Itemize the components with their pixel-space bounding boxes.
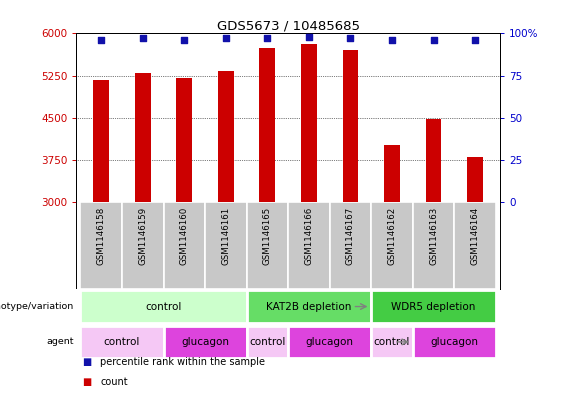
Text: ■: ■ bbox=[82, 357, 91, 367]
Point bbox=[388, 37, 397, 43]
Point bbox=[97, 37, 106, 43]
Bar bbox=[218, 71, 234, 202]
Bar bbox=[205, 202, 246, 289]
Text: WDR5 depletion: WDR5 depletion bbox=[392, 301, 476, 312]
Bar bbox=[80, 326, 163, 358]
Point bbox=[180, 37, 189, 43]
Title: GDS5673 / 10485685: GDS5673 / 10485685 bbox=[216, 19, 360, 32]
Text: control: control bbox=[104, 337, 140, 347]
Bar bbox=[246, 290, 371, 323]
Bar bbox=[371, 326, 413, 358]
Text: genotype/variation: genotype/variation bbox=[0, 302, 73, 311]
Point bbox=[346, 35, 355, 42]
Bar bbox=[176, 79, 192, 202]
Bar bbox=[330, 202, 371, 289]
Text: GSM1146166: GSM1146166 bbox=[305, 207, 314, 265]
Text: glucagon: glucagon bbox=[306, 337, 354, 347]
Point bbox=[305, 34, 314, 40]
Point bbox=[263, 35, 272, 42]
Text: GSM1146163: GSM1146163 bbox=[429, 207, 438, 265]
Text: KAT2B depletion: KAT2B depletion bbox=[266, 301, 351, 312]
Text: GSM1146160: GSM1146160 bbox=[180, 207, 189, 265]
Bar bbox=[384, 145, 400, 202]
Text: GSM1146162: GSM1146162 bbox=[388, 207, 397, 265]
Point bbox=[429, 37, 438, 43]
Bar bbox=[288, 202, 330, 289]
Point bbox=[221, 35, 231, 42]
Bar bbox=[122, 202, 163, 289]
Text: GSM1146158: GSM1146158 bbox=[97, 207, 106, 265]
Bar bbox=[301, 44, 317, 202]
Text: ■: ■ bbox=[82, 377, 91, 387]
Bar bbox=[163, 202, 205, 289]
Text: count: count bbox=[100, 377, 128, 387]
Bar bbox=[342, 50, 358, 202]
Text: GSM1146164: GSM1146164 bbox=[471, 207, 480, 265]
Bar bbox=[246, 202, 288, 289]
Bar bbox=[135, 73, 151, 202]
Bar bbox=[371, 290, 496, 323]
Text: control: control bbox=[374, 337, 410, 347]
Bar bbox=[371, 202, 413, 289]
Text: GSM1146165: GSM1146165 bbox=[263, 207, 272, 265]
Bar bbox=[467, 157, 483, 202]
Text: control: control bbox=[249, 337, 285, 347]
Bar bbox=[259, 48, 275, 202]
Point bbox=[471, 37, 480, 43]
Bar bbox=[246, 326, 288, 358]
Bar bbox=[425, 119, 441, 202]
Bar bbox=[163, 326, 246, 358]
Text: GSM1146159: GSM1146159 bbox=[138, 207, 147, 265]
Bar bbox=[80, 202, 122, 289]
Bar bbox=[413, 326, 496, 358]
Bar bbox=[80, 290, 246, 323]
Text: glucagon: glucagon bbox=[431, 337, 479, 347]
Text: glucagon: glucagon bbox=[181, 337, 229, 347]
Text: control: control bbox=[145, 301, 182, 312]
Bar bbox=[454, 202, 496, 289]
Text: GSM1146167: GSM1146167 bbox=[346, 207, 355, 265]
Text: agent: agent bbox=[46, 338, 73, 346]
Bar bbox=[93, 80, 109, 202]
Point bbox=[138, 35, 147, 42]
Bar bbox=[413, 202, 454, 289]
Text: percentile rank within the sample: percentile rank within the sample bbox=[100, 357, 265, 367]
Text: GSM1146161: GSM1146161 bbox=[221, 207, 231, 265]
Bar bbox=[288, 326, 371, 358]
